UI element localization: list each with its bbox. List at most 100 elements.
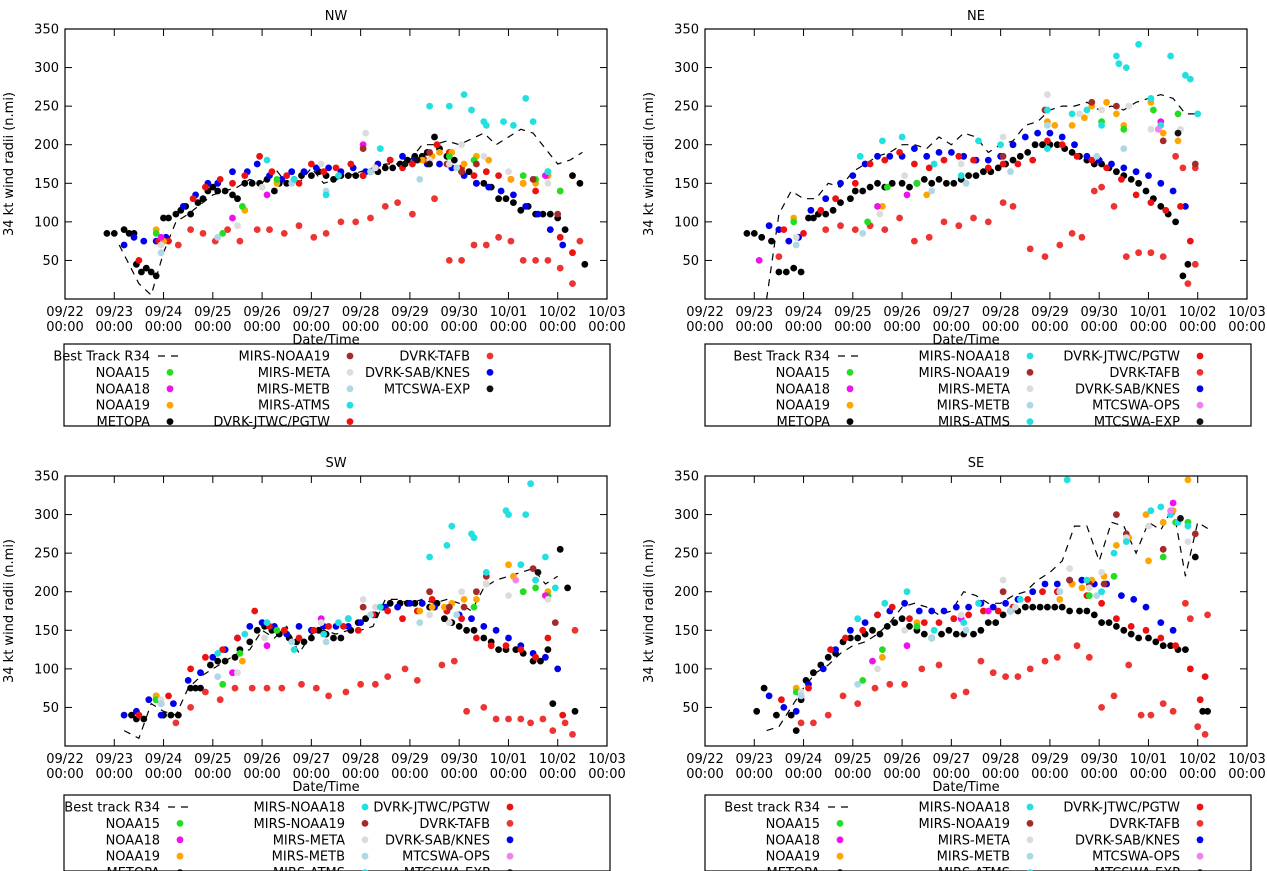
x-tick-label: 09/28 00:00	[982, 305, 1019, 335]
point-dvrk-jtwc-pgtw	[187, 665, 195, 673]
best-track-line	[766, 93, 1198, 299]
point-mirs-meta	[234, 222, 241, 230]
point-mirs-metb	[1044, 122, 1051, 129]
point-metopa	[386, 599, 394, 607]
y-tick-label: 200	[34, 585, 59, 600]
point-dvrk-jtwc-pgtw	[202, 653, 209, 661]
point-metopa	[888, 179, 896, 187]
point-dvrk-sab-knes	[1053, 580, 1061, 588]
point-dvrk-sab-knes	[765, 222, 773, 230]
point-metopa	[1009, 156, 1017, 164]
point-mirs-metb	[854, 680, 862, 688]
point-dvrk-sab-knes	[940, 607, 948, 615]
point-mirs-atms	[522, 511, 530, 518]
point-mirs-atms	[376, 603, 384, 611]
point-dvrk-sab-knes	[1157, 619, 1165, 626]
x-tick-label: 09/28 00:00	[982, 752, 1019, 782]
point-metopa	[1031, 141, 1039, 149]
point-metopa	[271, 187, 278, 195]
point-mirs-metb	[157, 700, 165, 707]
point-metopa	[1051, 603, 1059, 611]
point-mirs-noaa19	[359, 145, 367, 153]
point-mirs-meta	[480, 152, 488, 160]
point-metopa	[750, 230, 758, 237]
point-mirs-atms	[1083, 106, 1091, 114]
point-dvrk-jtwc-pgtw	[556, 233, 564, 241]
point-metopa	[539, 210, 547, 218]
legend-box	[704, 794, 1252, 871]
point-dvrk-sab-knes	[1009, 141, 1017, 149]
point-dvrk-tafb	[1002, 673, 1009, 680]
point-mirs-atms	[482, 122, 490, 129]
point-mirs-meta	[1098, 569, 1105, 576]
point-mirs-atms	[1098, 588, 1105, 596]
point-dvrk-jtwc-pgtw	[1098, 599, 1105, 607]
x-tick-label: 09/30 00:00	[440, 752, 477, 782]
point-mirs-metb	[1093, 152, 1101, 160]
point-metopa	[822, 210, 830, 218]
point-dvrk-jtwc-pgtw	[1127, 623, 1135, 630]
point-dvrk-tafb	[970, 214, 977, 222]
point-mirs-atms	[1122, 538, 1130, 545]
point-metopa	[810, 669, 817, 677]
point-noaa15	[1120, 125, 1128, 133]
point-metopa	[1058, 603, 1066, 611]
legend-swatch-mirs-noaa19	[346, 352, 354, 360]
point-noaa19	[1051, 122, 1059, 129]
point-dvrk-tafb	[989, 669, 997, 677]
point-dvrk-tafb	[1098, 183, 1105, 191]
point-mirs-atms	[1016, 596, 1024, 603]
point-mirs-atms	[335, 172, 342, 180]
point-dvrk-tafb	[224, 226, 232, 234]
point-dvrk-jtwc-pgtw	[1196, 696, 1204, 704]
point-dvrk-sab-knes	[915, 607, 923, 615]
point-metopa	[1039, 141, 1046, 149]
point-dvrk-tafb	[837, 222, 844, 230]
x-tick-label: 09/23 00:00	[96, 752, 133, 782]
point-metopa	[829, 206, 837, 214]
point-metopa	[103, 230, 111, 237]
legend-label-mtcswa-ops: MTCSWA-OPS	[1092, 850, 1180, 865]
point-metopa	[992, 619, 1000, 626]
point-dvrk-sab-knes	[1145, 172, 1152, 180]
point-noaa18	[874, 203, 881, 210]
legend-label-mtcswa-exp: MTCSWA-EXP	[1094, 415, 1180, 430]
point-metopa	[1172, 218, 1179, 226]
point-dvrk-sab-knes	[785, 237, 793, 245]
plot-frame	[704, 28, 1248, 300]
point-dvrk-tafb	[824, 711, 832, 719]
point-mirs-noaa18	[1044, 145, 1051, 153]
point-dvrk-jtwc-pgtw	[517, 646, 525, 653]
point-noaa19	[441, 603, 448, 611]
point-dvrk-sab-knes	[822, 195, 830, 203]
point-mirs-atms	[1044, 106, 1051, 114]
point-metopa	[450, 156, 458, 164]
point-metopa	[556, 545, 564, 553]
point-dvrk-jtwc-pgtw	[955, 152, 963, 160]
point-mirs-atms	[517, 561, 525, 569]
point-mirs-noaa19	[554, 210, 562, 218]
point-noaa15	[519, 588, 527, 596]
point-dvrk-sab-knes	[510, 191, 517, 199]
point-dvrk-sab-knes	[145, 696, 153, 704]
point-metopa	[775, 268, 783, 276]
point-dvrk-jtwc-pgtw	[1039, 588, 1046, 596]
point-metopa	[199, 195, 207, 203]
point-dvrk-sab-knes	[952, 603, 960, 611]
point-dvrk-tafb	[984, 218, 992, 226]
point-mirs-meta	[258, 183, 266, 191]
chart-title: SE	[968, 456, 984, 471]
point-noaa18	[903, 191, 911, 199]
point-metopa	[1204, 707, 1211, 715]
point-dvrk-jtwc-pgtw	[1014, 160, 1022, 168]
point-dvrk-sab-knes	[357, 619, 364, 626]
point-noaa18	[1169, 499, 1177, 507]
legend-swatch-mirs-meta	[346, 369, 354, 376]
point-mirs-metb	[797, 692, 805, 700]
point-mirs-metb	[416, 619, 424, 626]
point-mirs-atms	[960, 619, 968, 626]
point-mirs-atms	[263, 619, 271, 626]
point-dvrk-tafb	[940, 218, 948, 226]
legend-swatch-mirs-meta	[1026, 385, 1034, 393]
point-noaa15	[273, 626, 281, 634]
